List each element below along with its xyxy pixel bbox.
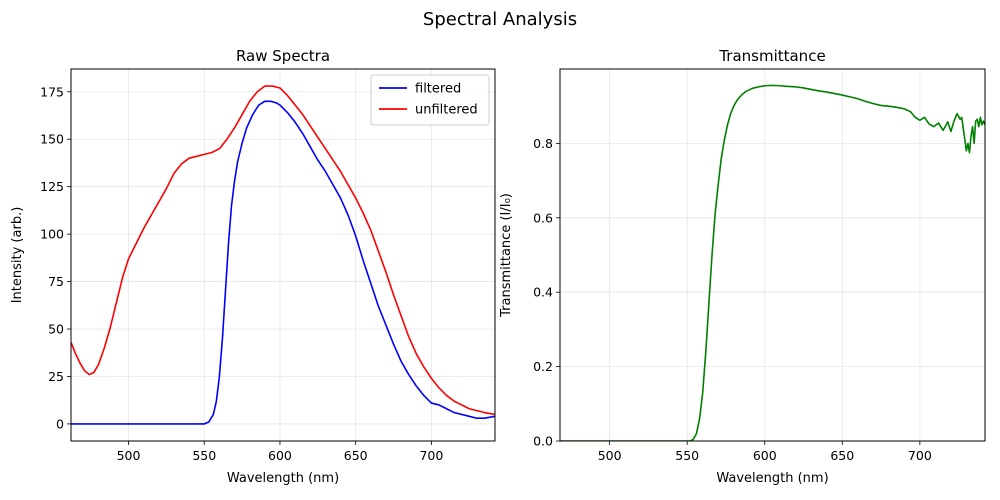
transmittance-y-axis-label: Transmittance (I/I₀) (499, 193, 514, 318)
transmittance-y-ticks: 0.0 0.2 0.4 0.6 0.8 (533, 136, 560, 449)
transmittance-title: Transmittance (718, 47, 825, 65)
raw-spectra-y-tick-label: 150 (40, 132, 64, 147)
raw-spectra-frame (70, 68, 496, 442)
legend-label-filtered: filtered (415, 82, 461, 97)
transmittance-plot-area (560, 84, 985, 441)
raw-spectra-y-tick-label: 50 (48, 322, 64, 337)
legend-label-unfiltered: unfiltered (415, 103, 478, 118)
transmittance-x-tick-label: 500 (598, 448, 622, 463)
figure-title: Spectral Analysis (423, 9, 577, 30)
transmittance-axes: 500 550 600 650 700 0.0 0.2 0.4 0.6 0.8 Transmit… (499, 47, 986, 486)
raw-spectra-x-tick-label: 500 (117, 448, 141, 463)
raw-spectra-y-tick-label: 175 (40, 84, 64, 99)
raw-spectra-x-tick-label: 650 (344, 448, 368, 463)
transmittance-x-tick-label: 650 (830, 448, 854, 463)
raw-spectra-y-tick-label: 100 (40, 227, 64, 242)
raw-spectra-grid (71, 69, 495, 441)
raw-spectra-x-tick-label: 600 (268, 448, 292, 463)
transmittance-x-tick-label: 550 (675, 448, 699, 463)
raw-spectra-plot-area (71, 85, 495, 425)
raw-spectra-y-tick-label: 75 (48, 274, 64, 289)
transmittance-x-ticks: 500 550 600 650 700 (598, 441, 932, 463)
raw-spectra-y-tick-label: 25 (48, 369, 64, 384)
transmittance-y-tick-label: 0.8 (533, 136, 553, 151)
raw-spectra-title: Raw Spectra (236, 47, 330, 65)
raw-spectra-y-axis-label: Intensity (arb.) (10, 207, 25, 304)
raw-spectra-x-tick-label: 550 (192, 448, 216, 463)
transmittance-frame (559, 68, 986, 442)
raw-spectra-x-axis-label: Wavelength (nm) (227, 471, 339, 486)
transmittance-y-tick-label: 0.0 (533, 434, 553, 449)
transmittance-x-tick-label: 600 (753, 448, 777, 463)
transmittance-y-tick-label: 0.2 (533, 359, 553, 374)
transmittance-series-line (560, 84, 985, 441)
raw-spectra-legend: filtered unfiltered (370, 74, 490, 126)
raw-spectra-x-ticks: 500 550 600 650 700 (117, 441, 443, 463)
unfiltered-series-line (71, 85, 495, 416)
raw-spectra-axes: 500 550 600 650 700 0 25 50 75 100 125 150 175 Raw … (10, 47, 496, 486)
transmittance-y-tick-label: 0.6 (533, 210, 553, 225)
transmittance-x-tick-label: 700 (908, 448, 932, 463)
transmittance-x-axis-label: Wavelength (nm) (716, 471, 828, 486)
transmittance-y-tick-label: 0.4 (533, 285, 553, 300)
raw-spectra-x-tick-label: 700 (419, 448, 443, 463)
raw-spectra-y-tick-label: 0 (56, 416, 64, 431)
filtered-series-line (71, 100, 495, 425)
raw-spectra-y-tick-label: 125 (40, 179, 64, 194)
raw-spectra-y-ticks: 0 25 50 75 100 125 150 175 (40, 84, 71, 431)
